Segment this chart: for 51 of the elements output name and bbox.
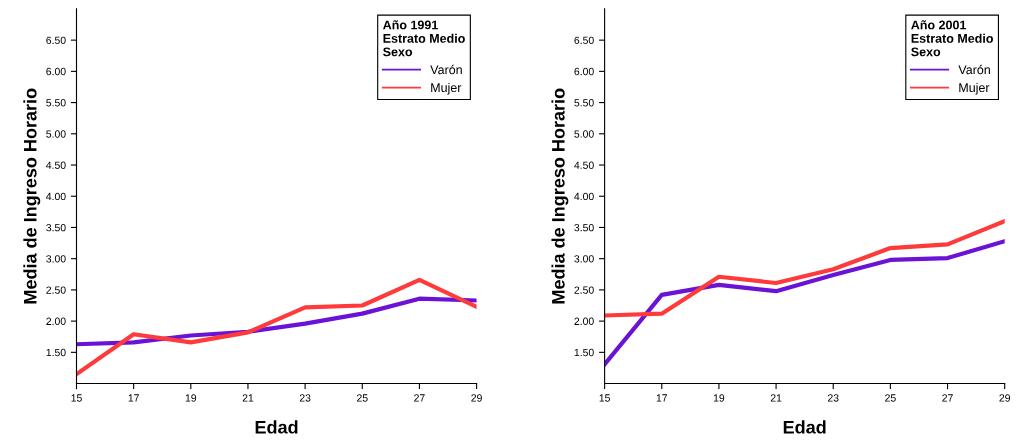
- x-tick-label: 19: [185, 394, 197, 402]
- y-tick-label: 5.50: [574, 99, 594, 107]
- x-tick-label: 15: [599, 394, 610, 402]
- x-tick-label: 29: [471, 394, 482, 402]
- x-tick-label: 17: [656, 394, 668, 402]
- x-tick-label: 25: [357, 394, 368, 402]
- x-tick-label: 19: [713, 394, 725, 402]
- y-tick-label: 3.50: [46, 223, 66, 232]
- y-tick-label: 3.00: [46, 255, 66, 263]
- y-tick-label: 2.00: [46, 317, 66, 325]
- y-tick-label: 4.50: [46, 161, 66, 169]
- x-axis-title: Edad: [255, 420, 298, 434]
- y-tick-label: 5.00: [46, 130, 66, 138]
- y-tick-label: 6.00: [46, 67, 66, 76]
- y-tick-label: 3.00: [574, 255, 594, 263]
- x-tick-label: 23: [827, 394, 839, 402]
- y-axis-title: Media de Ingreso Horario: [23, 88, 41, 304]
- x-tick-label: 27: [414, 394, 425, 402]
- x-tick-label: 23: [299, 394, 311, 402]
- x-tick-label: 15: [71, 394, 82, 402]
- x-tick-label: 29: [999, 394, 1010, 402]
- y-tick-label: 4.00: [46, 192, 66, 201]
- legend-title: Año 2001 Estrato Medio Sexo: [911, 20, 993, 57]
- y-tick-label: 2.00: [574, 317, 594, 325]
- x-axis-title: Edad: [783, 420, 826, 434]
- legend-label: Mujer: [431, 82, 462, 95]
- legend-title: Año 1991 Estrato Medio Sexo: [383, 20, 465, 57]
- line-series: [76, 277, 477, 377]
- y-tick-label: 5.50: [46, 99, 66, 107]
- x-tick-label: 21: [242, 394, 254, 402]
- y-tick-label: 1.50: [46, 348, 66, 357]
- y-tick-label: 6.50: [574, 36, 594, 45]
- y-tick-label: 6.50: [46, 36, 66, 45]
- line-series: [604, 239, 1005, 367]
- y-tick-label: 2.50: [46, 286, 66, 294]
- legend-label: Mujer: [959, 82, 990, 95]
- x-tick-label: 25: [885, 394, 896, 402]
- x-tick-label: 17: [128, 394, 139, 402]
- y-tick-label: 6.00: [574, 67, 594, 76]
- x-tick-label: 27: [942, 394, 953, 402]
- y-tick-label: 4.00: [574, 192, 594, 201]
- x-tick-label: 21: [770, 394, 782, 402]
- line-series: [604, 219, 1005, 318]
- y-tick-label: 4.50: [574, 161, 594, 169]
- legend-label: Varón: [430, 64, 462, 75]
- y-tick-label: 1.50: [574, 348, 594, 357]
- legend-label: Varón: [958, 64, 990, 75]
- y-tick-label: 3.50: [574, 223, 594, 232]
- y-tick-label: 2.50: [574, 286, 594, 294]
- y-axis-title: Media de Ingreso Horario: [551, 88, 569, 304]
- y-tick-label: 5.00: [574, 130, 594, 138]
